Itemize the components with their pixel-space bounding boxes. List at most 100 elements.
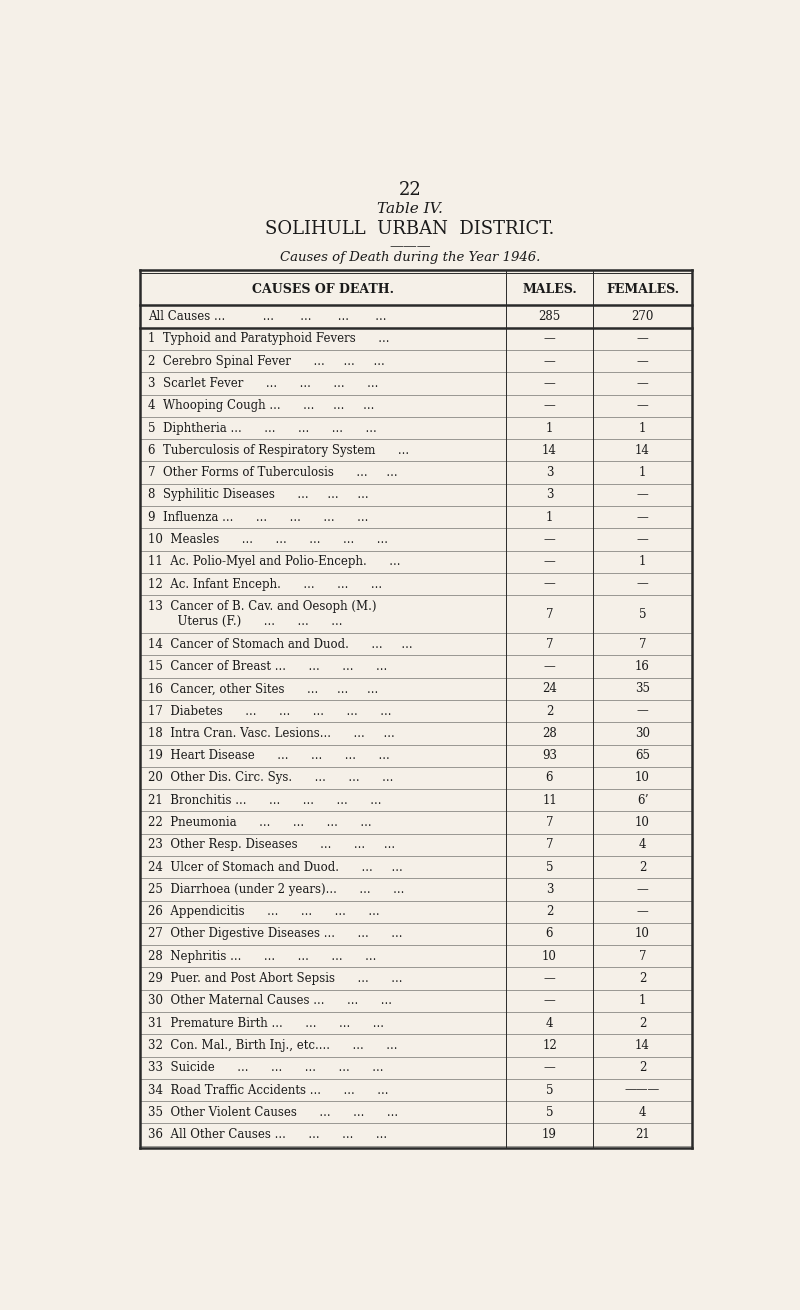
Text: 4: 4	[546, 1017, 554, 1030]
Text: 1: 1	[639, 994, 646, 1007]
Text: 35: 35	[635, 683, 650, 696]
Text: 11  Ac. Polio-Myel and Polio-Enceph.      ...: 11 Ac. Polio-Myel and Polio-Enceph. ...	[148, 555, 400, 569]
Text: 7: 7	[546, 608, 554, 621]
Text: 5: 5	[546, 1106, 554, 1119]
Text: 93: 93	[542, 749, 557, 762]
Text: 14: 14	[542, 444, 557, 457]
Text: —: —	[637, 578, 648, 591]
Text: 6: 6	[546, 927, 554, 941]
Text: 12: 12	[542, 1039, 557, 1052]
Text: 4: 4	[638, 1106, 646, 1119]
Text: MALES.: MALES.	[522, 283, 577, 296]
Text: —: —	[637, 377, 648, 390]
Text: 10: 10	[635, 772, 650, 785]
Text: —: —	[544, 660, 555, 673]
Text: —: —	[544, 1061, 555, 1074]
Text: 11: 11	[542, 794, 557, 807]
Text: 18  Intra Cran. Vasc. Lesions...      ...     ...: 18 Intra Cran. Vasc. Lesions... ... ...	[148, 727, 394, 740]
Text: 29  Puer. and Post Abort Sepsis      ...      ...: 29 Puer. and Post Abort Sepsis ... ...	[148, 972, 402, 985]
Text: 19  Heart Disease      ...      ...      ...      ...: 19 Heart Disease ... ... ... ...	[148, 749, 390, 762]
Text: 28  Nephritis ...      ...      ...      ...      ...: 28 Nephritis ... ... ... ... ...	[148, 950, 376, 963]
Text: 24: 24	[542, 683, 557, 696]
Text: 1  Typhoid and Paratyphoid Fevers      ...: 1 Typhoid and Paratyphoid Fevers ...	[148, 333, 390, 346]
Text: 30  Other Maternal Causes ...      ...      ...: 30 Other Maternal Causes ... ... ...	[148, 994, 392, 1007]
Text: 285: 285	[538, 310, 561, 324]
Text: 20  Other Dis. Circ. Sys.      ...      ...      ...: 20 Other Dis. Circ. Sys. ... ... ...	[148, 772, 393, 785]
Text: —: —	[544, 377, 555, 390]
Text: 24  Ulcer of Stomach and Duod.      ...     ...: 24 Ulcer of Stomach and Duod. ... ...	[148, 861, 402, 874]
Text: —: —	[637, 333, 648, 346]
Text: —: —	[637, 489, 648, 502]
Text: 7: 7	[546, 638, 554, 651]
Text: 23  Other Resp. Diseases      ...      ...     ...: 23 Other Resp. Diseases ... ... ...	[148, 838, 395, 852]
Text: —: —	[544, 972, 555, 985]
Text: 35  Other Violent Causes      ...      ...      ...: 35 Other Violent Causes ... ... ...	[148, 1106, 398, 1119]
Text: 2: 2	[639, 972, 646, 985]
Text: SOLIHULL  URBAN  DISTRICT.: SOLIHULL URBAN DISTRICT.	[266, 220, 554, 237]
Text: 12  Ac. Infant Enceph.      ...      ...      ...: 12 Ac. Infant Enceph. ... ... ...	[148, 578, 382, 591]
Text: 22  Pneumonia      ...      ...      ...      ...: 22 Pneumonia ... ... ... ...	[148, 816, 371, 829]
Text: 3: 3	[546, 466, 554, 479]
Text: 1: 1	[546, 422, 553, 435]
Text: All Causes ...          ...       ...       ...       ...: All Causes ... ... ... ... ...	[148, 310, 386, 324]
Text: —: —	[544, 333, 555, 346]
Text: 9  Influenza ...      ...      ...      ...      ...: 9 Influenza ... ... ... ... ...	[148, 511, 368, 524]
Text: 5: 5	[546, 861, 554, 874]
Text: 27  Other Digestive Diseases ...      ...      ...: 27 Other Digestive Diseases ... ... ...	[148, 927, 402, 941]
Text: 15  Cancer of Breast ...      ...      ...      ...: 15 Cancer of Breast ... ... ... ...	[148, 660, 387, 673]
Text: 33  Suicide      ...      ...      ...      ...      ...: 33 Suicide ... ... ... ... ...	[148, 1061, 383, 1074]
Text: 13  Cancer of B. Cav. and Oesoph (M.): 13 Cancer of B. Cav. and Oesoph (M.)	[148, 600, 376, 613]
Text: ———: ———	[625, 1083, 660, 1096]
Text: 14: 14	[635, 444, 650, 457]
Text: 14  Cancer of Stomach and Duod.      ...     ...: 14 Cancer of Stomach and Duod. ... ...	[148, 638, 412, 651]
Text: 32  Con. Mal., Birth Inj., etc....      ...      ...: 32 Con. Mal., Birth Inj., etc.... ... ..…	[148, 1039, 398, 1052]
Text: 1: 1	[639, 466, 646, 479]
Text: 28: 28	[542, 727, 557, 740]
Text: 7: 7	[638, 638, 646, 651]
Text: 7: 7	[546, 838, 554, 852]
Text: FEMALES.: FEMALES.	[606, 283, 679, 296]
Text: 1: 1	[639, 555, 646, 569]
Text: —: —	[544, 994, 555, 1007]
Text: 2: 2	[639, 861, 646, 874]
Text: 30: 30	[635, 727, 650, 740]
Text: 1: 1	[639, 422, 646, 435]
Text: 3: 3	[546, 883, 554, 896]
Text: 2: 2	[546, 905, 553, 918]
Text: 6: 6	[546, 772, 554, 785]
Text: 1: 1	[546, 511, 553, 524]
Text: 17  Diabetes      ...      ...      ...      ...      ...: 17 Diabetes ... ... ... ... ...	[148, 705, 391, 718]
Text: 270: 270	[631, 310, 654, 324]
Text: 4  Whooping Cough ...      ...     ...     ...: 4 Whooping Cough ... ... ... ...	[148, 400, 374, 413]
Text: 21  Bronchitis ...      ...      ...      ...      ...: 21 Bronchitis ... ... ... ... ...	[148, 794, 382, 807]
Text: —: —	[544, 578, 555, 591]
Text: —: —	[637, 511, 648, 524]
Text: 22: 22	[398, 181, 422, 199]
Text: —: —	[637, 400, 648, 413]
Text: CAUSES OF DEATH.: CAUSES OF DEATH.	[252, 283, 394, 296]
Text: 2: 2	[546, 705, 553, 718]
Text: Causes of Death during the Year 1946.: Causes of Death during the Year 1946.	[280, 252, 540, 265]
Text: —: —	[637, 355, 648, 368]
Text: 5: 5	[638, 608, 646, 621]
Text: 10: 10	[635, 816, 650, 829]
Text: 16  Cancer, other Sites      ...     ...     ...: 16 Cancer, other Sites ... ... ...	[148, 683, 378, 696]
Text: 5  Diphtheria ...      ...      ...      ...      ...: 5 Diphtheria ... ... ... ... ...	[148, 422, 377, 435]
Text: 4: 4	[638, 838, 646, 852]
Text: —: —	[637, 533, 648, 546]
Text: —: —	[544, 355, 555, 368]
Text: 5: 5	[546, 1083, 554, 1096]
Text: Table IV.: Table IV.	[377, 202, 443, 216]
Text: 2: 2	[639, 1017, 646, 1030]
Text: 3  Scarlet Fever      ...      ...      ...      ...: 3 Scarlet Fever ... ... ... ...	[148, 377, 378, 390]
Text: 31  Premature Birth ...      ...      ...      ...: 31 Premature Birth ... ... ... ...	[148, 1017, 384, 1030]
Text: 6  Tuberculosis of Respiratory System      ...: 6 Tuberculosis of Respiratory System ...	[148, 444, 409, 457]
Text: 10  Measles      ...      ...      ...      ...      ...: 10 Measles ... ... ... ... ...	[148, 533, 388, 546]
Text: 26  Appendicitis      ...      ...      ...      ...: 26 Appendicitis ... ... ... ...	[148, 905, 379, 918]
Text: —: —	[544, 400, 555, 413]
Text: 7: 7	[546, 816, 554, 829]
Text: Uterus (F.)      ...      ...      ...: Uterus (F.) ... ... ...	[155, 616, 342, 629]
Text: 65: 65	[635, 749, 650, 762]
Text: —: —	[544, 555, 555, 569]
Text: 16: 16	[635, 660, 650, 673]
